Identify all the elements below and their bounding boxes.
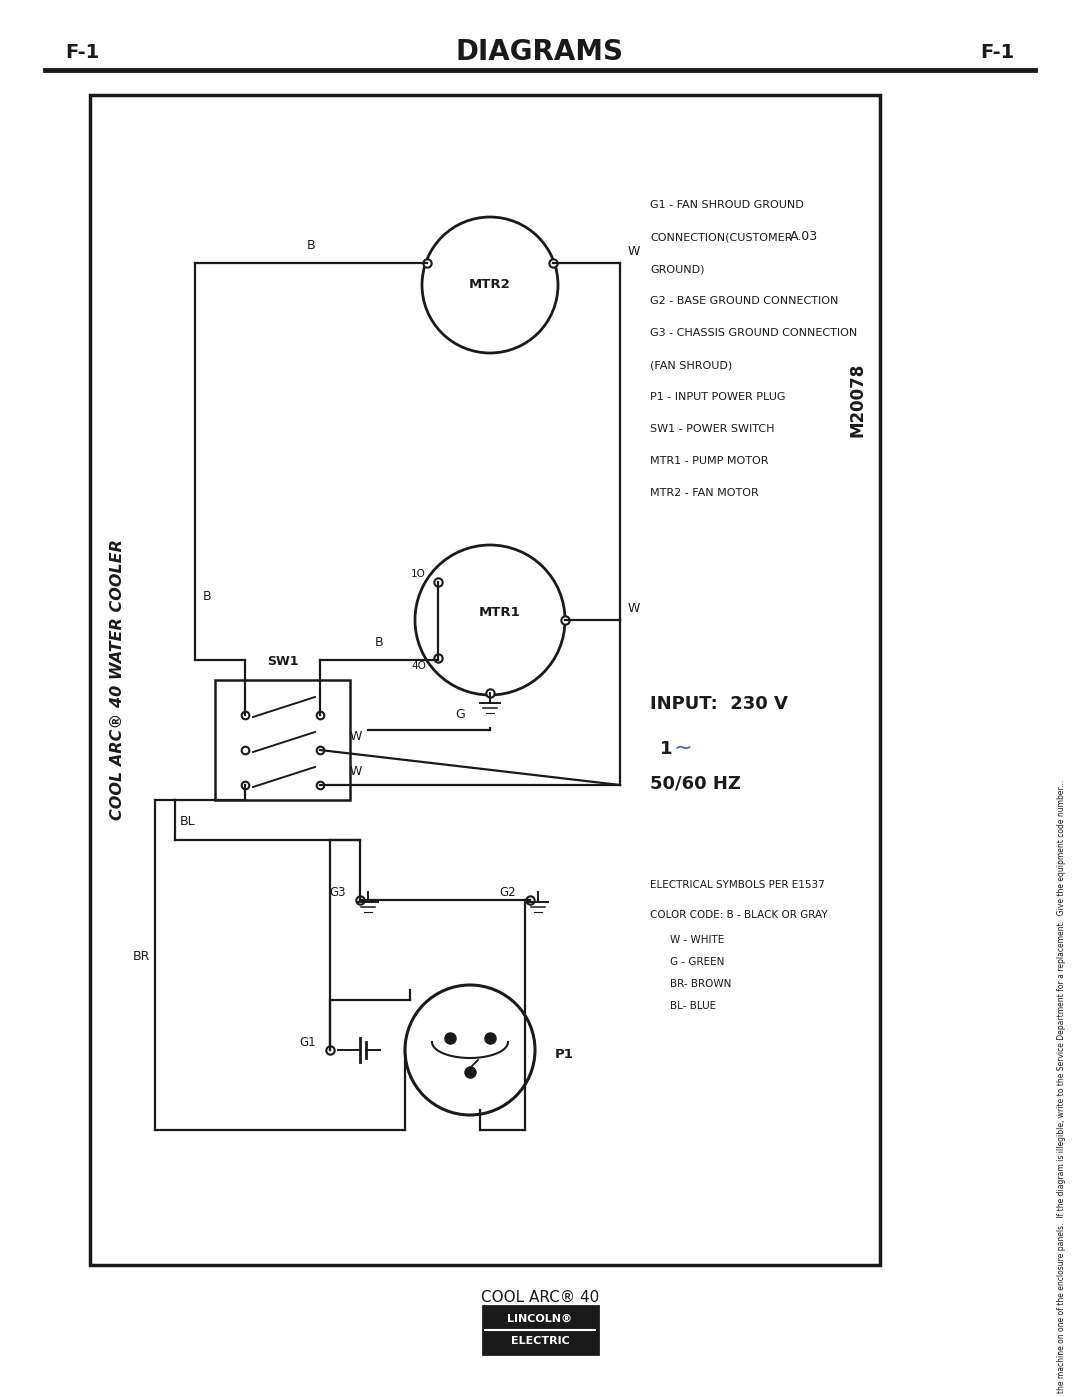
Text: LINCOLN®: LINCOLN® — [508, 1315, 572, 1324]
Text: G3: G3 — [329, 886, 346, 898]
Circle shape — [422, 217, 558, 353]
Text: W - WHITE: W - WHITE — [670, 935, 725, 944]
Text: G2: G2 — [499, 886, 516, 898]
Text: MTR2: MTR2 — [469, 278, 511, 292]
Text: G2 - BASE GROUND CONNECTION: G2 - BASE GROUND CONNECTION — [650, 296, 838, 306]
Text: F-1: F-1 — [981, 42, 1015, 61]
Text: G: G — [455, 708, 464, 721]
Text: BL: BL — [180, 814, 195, 828]
Text: F-1: F-1 — [65, 42, 99, 61]
Text: G3 - CHASSIS GROUND CONNECTION: G3 - CHASSIS GROUND CONNECTION — [650, 328, 858, 338]
Text: A.03: A.03 — [789, 231, 819, 243]
Bar — [483, 1306, 598, 1354]
Text: G1: G1 — [299, 1035, 316, 1049]
Text: W: W — [350, 766, 363, 778]
Text: 1: 1 — [660, 740, 673, 759]
Text: MTR1: MTR1 — [480, 605, 521, 619]
Text: (FAN SHROUD): (FAN SHROUD) — [650, 360, 732, 370]
Text: GROUND): GROUND) — [650, 264, 704, 274]
Text: ELECTRICAL SYMBOLS PER E1537: ELECTRICAL SYMBOLS PER E1537 — [650, 880, 825, 890]
Text: W: W — [627, 244, 640, 258]
Text: BR: BR — [133, 950, 150, 963]
Text: ELECTRIC: ELECTRIC — [511, 1336, 569, 1345]
Text: COLOR CODE: B - BLACK OR GRAY: COLOR CODE: B - BLACK OR GRAY — [650, 909, 827, 921]
Text: INPUT:  230 V: INPUT: 230 V — [650, 694, 788, 712]
Text: B: B — [203, 590, 212, 604]
Text: SW1 - POWER SWITCH: SW1 - POWER SWITCH — [650, 425, 774, 434]
Text: BL- BLUE: BL- BLUE — [670, 1002, 716, 1011]
Text: NOTE:  This diagram is for reference only.  It may not be accurate for all machi: NOTE: This diagram is for reference only… — [1057, 780, 1067, 1397]
Text: B: B — [307, 239, 315, 251]
Text: COOL ARC® 40 WATER COOLER: COOL ARC® 40 WATER COOLER — [110, 539, 125, 820]
Text: MTR1 - PUMP MOTOR: MTR1 - PUMP MOTOR — [650, 455, 769, 467]
Bar — [90, 95, 880, 1266]
Text: DIAGRAMS: DIAGRAMS — [456, 38, 624, 66]
Text: G1 - FAN SHROUD GROUND: G1 - FAN SHROUD GROUND — [650, 200, 804, 210]
Text: MTR2 - FAN MOTOR: MTR2 - FAN MOTOR — [650, 488, 759, 497]
Text: 4O: 4O — [411, 661, 426, 671]
Text: 1O: 1O — [411, 569, 426, 578]
Bar — [215, 680, 350, 800]
Text: W: W — [350, 731, 363, 743]
Text: COOL ARC® 40: COOL ARC® 40 — [481, 1289, 599, 1305]
Text: CONNECTION(CUSTOMER: CONNECTION(CUSTOMER — [650, 232, 793, 242]
Text: B: B — [375, 636, 383, 650]
Text: 50/60 HZ: 50/60 HZ — [650, 775, 741, 793]
Text: W: W — [627, 602, 640, 615]
Circle shape — [415, 545, 565, 694]
Text: G - GREEN: G - GREEN — [670, 957, 725, 967]
Text: P1 - INPUT POWER PLUG: P1 - INPUT POWER PLUG — [650, 393, 785, 402]
Text: M20078: M20078 — [849, 363, 867, 437]
Text: P1: P1 — [555, 1049, 573, 1062]
Text: ~: ~ — [674, 738, 692, 759]
Text: BR- BROWN: BR- BROWN — [670, 979, 731, 989]
Circle shape — [405, 985, 535, 1115]
Text: SW1: SW1 — [267, 655, 298, 668]
